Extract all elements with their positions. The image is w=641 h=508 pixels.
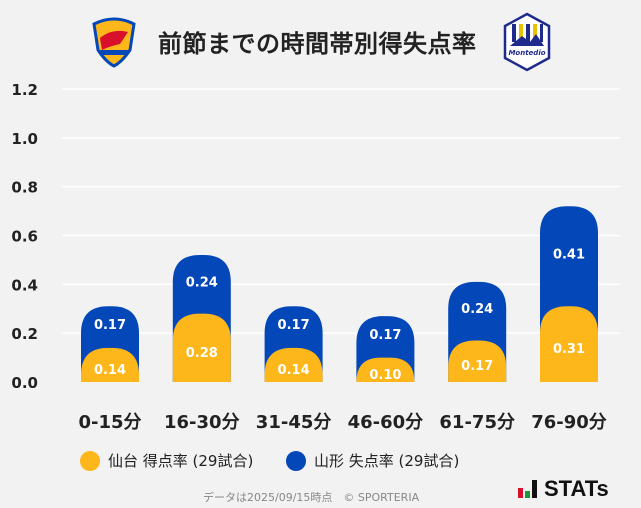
footer-note: データは2025/09/15時点 © SPORTERIA bbox=[203, 491, 420, 504]
y-tick-label: 0.6 bbox=[11, 228, 38, 246]
bar-home-label: 0.14 bbox=[278, 363, 310, 378]
montedio-logo: Montedio bbox=[503, 12, 551, 72]
y-tick-label: 0.2 bbox=[11, 325, 38, 343]
legend-home: 仙台 得点率 (29試合) bbox=[80, 450, 253, 471]
bar-away-label: 0.41 bbox=[553, 247, 585, 262]
x-tick-label: 76-90分 bbox=[531, 412, 607, 433]
x-tick-label: 0-15分 bbox=[78, 412, 141, 433]
x-tick-label: 16-30分 bbox=[164, 412, 240, 433]
bar-home-label: 0.17 bbox=[461, 359, 493, 374]
bar-away-label: 0.24 bbox=[186, 275, 218, 290]
legend-away-label: 山形 失点率 (29試合) bbox=[314, 452, 460, 470]
stats-brand: STATs bbox=[518, 476, 609, 502]
x-tick-label: 46-60分 bbox=[348, 412, 424, 433]
y-tick-label: 1.2 bbox=[11, 81, 38, 99]
bar-home-label: 0.10 bbox=[369, 368, 401, 383]
chart-title: 前節までの時間帯別得失点率 bbox=[158, 30, 477, 58]
x-tick-label: 61-75分 bbox=[439, 412, 515, 433]
bar-away-label: 0.17 bbox=[369, 328, 401, 343]
bar-home bbox=[81, 347, 139, 382]
legend-away-swatch bbox=[286, 450, 306, 471]
bar-away-label: 0.24 bbox=[461, 302, 493, 317]
stats-bars-icon bbox=[518, 480, 537, 498]
bar-home bbox=[356, 357, 415, 382]
montedio-text: Montedio bbox=[508, 49, 545, 57]
bar-home bbox=[264, 347, 323, 382]
x-tick-label: 31-45分 bbox=[256, 412, 332, 433]
stats-brand-text: STATs bbox=[544, 476, 609, 501]
y-tick-label: 0.0 bbox=[11, 374, 38, 392]
legend-away: 山形 失点率 (29試合) bbox=[286, 450, 459, 471]
bar-away-label: 0.17 bbox=[94, 318, 126, 333]
y-tick-label: 0.8 bbox=[11, 179, 38, 197]
bar-home-label: 0.31 bbox=[553, 342, 585, 357]
legend-home-label: 仙台 得点率 (29試合) bbox=[108, 452, 254, 470]
y-tick-label: 0.4 bbox=[11, 276, 38, 294]
bar-home bbox=[172, 313, 231, 382]
bar-home-label: 0.28 bbox=[186, 346, 218, 361]
y-tick-label: 1.0 bbox=[11, 130, 38, 148]
bar-away-label: 0.17 bbox=[278, 318, 310, 333]
bar-home bbox=[540, 306, 598, 382]
bar-home bbox=[448, 340, 507, 382]
legend-home-swatch bbox=[80, 450, 100, 471]
vegalta-logo bbox=[92, 17, 136, 68]
bar-chart: 0.0 0.2 0.4 0.6 0.8 1.0 1.2 0.14 0.17 0-15分 0.28 0.… bbox=[11, 81, 620, 433]
bar-home-label: 0.14 bbox=[94, 363, 126, 378]
